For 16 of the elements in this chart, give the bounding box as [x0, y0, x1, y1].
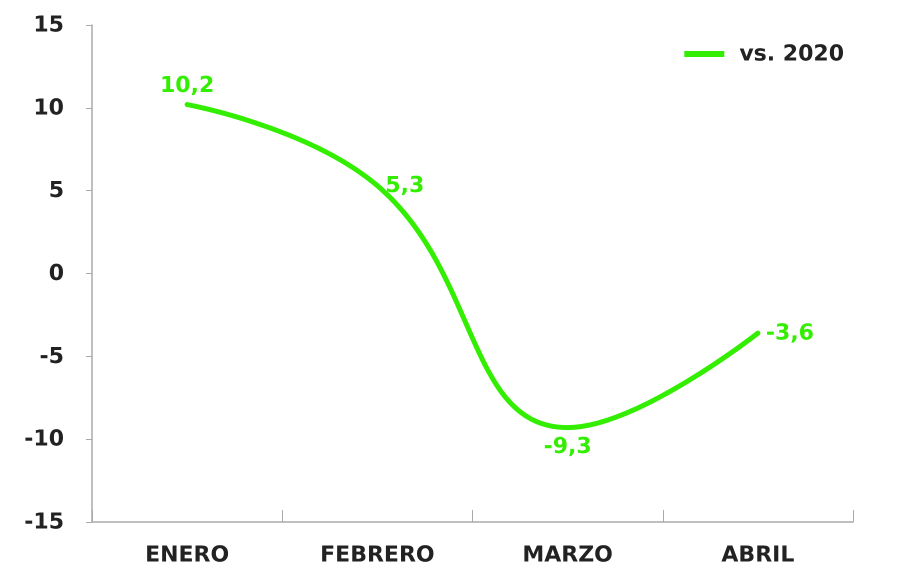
data-label: -3,6 [766, 320, 814, 346]
x-tick-label: ABRIL [721, 542, 794, 568]
x-tick-label: MARZO [522, 542, 613, 568]
y-tick-label: 15 [33, 12, 64, 38]
y-tick-label: 5 [48, 178, 64, 204]
x-tick-label: FEBRERO [320, 542, 435, 568]
y-tick-label: 0 [48, 261, 64, 286]
data-label: -9,3 [544, 434, 592, 460]
data-label: 10,2 [160, 73, 214, 98]
y-tick-label: -10 [24, 426, 64, 452]
x-tick-label: ENERO [145, 542, 230, 568]
legend-label: vs. 2020 [739, 42, 844, 66]
y-tick-label: 10 [33, 95, 64, 120]
y-tick-label: -15 [24, 510, 64, 534]
data-label: 5,3 [385, 173, 424, 198]
y-tick-label: -5 [40, 344, 64, 369]
